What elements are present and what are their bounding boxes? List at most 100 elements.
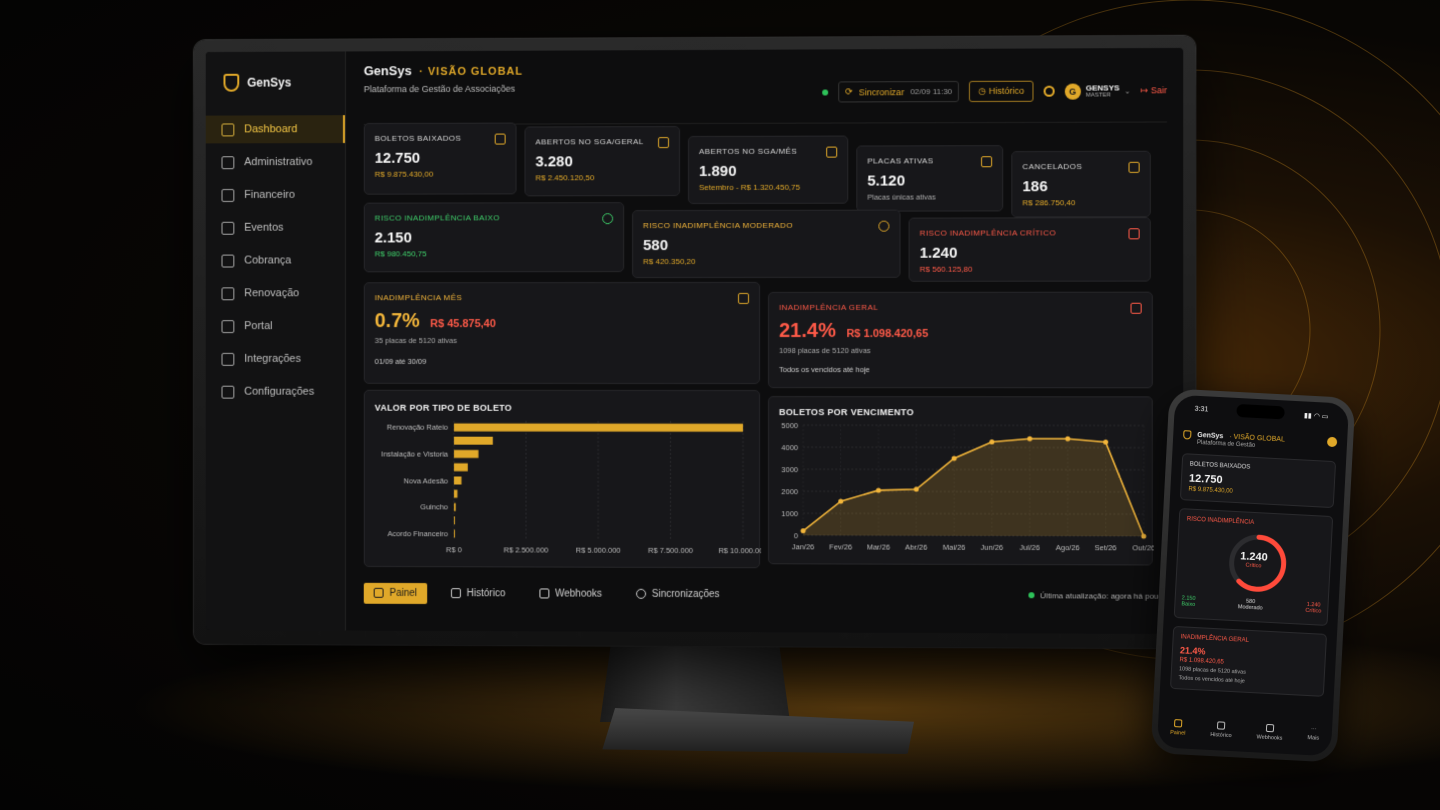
shield-logo-icon [223,74,239,92]
platform-subtitle: Plataforma de Gestão de Associações [364,84,523,95]
kpi-money: R$ 2.450.120,50 [535,173,669,182]
phone-tab-mais[interactable]: ··· Mais [1307,726,1319,744]
bar [454,530,455,538]
sidebar-item-cobranca[interactable]: Cobrança [206,246,345,274]
data-point [1065,436,1070,441]
sidebar-item-label: Renovação [244,287,299,299]
user-menu[interactable]: G GENSYS MASTER ⌄ [1064,83,1130,99]
kpi-card-cancelados[interactable]: Cancelados 186 R$ 286.750,40 [1011,151,1150,218]
kpi-label: Abertos no SGA/Mês [699,147,837,156]
data-point [952,456,957,461]
sidebar-item-administrativo[interactable]: Administrativo [206,148,345,176]
phone-tab-painel[interactable]: Painel [1170,719,1186,737]
logout-button[interactable]: ↦ Sair [1141,85,1167,96]
kpi-card-placas-ativas[interactable]: Placas ativas 5.120 Placas únicas ativas [856,145,1003,212]
legend-moderado: 580 Moderado [1238,598,1263,611]
risk-value: 2.150 [375,229,613,246]
avatar[interactable] [1327,437,1338,448]
calendar-icon [222,221,235,234]
x-tick-label: R$ 0 [446,545,462,554]
tab-painel[interactable]: Painel [364,582,427,603]
sidebar-item-financeiro[interactable]: Financeiro [206,181,345,209]
kpi-card-abertos-sga-mes[interactable]: Abertos no SGA/Mês 1.890 Setembro - R$ 1… [688,136,848,204]
briefcase-icon [222,156,235,169]
phone-tab-webhooks[interactable]: Webhooks [1256,723,1283,741]
tab-label: Webhooks [555,588,602,599]
sidebar-item-configuracoes[interactable]: Configurações [206,378,345,406]
avatar: G [1064,83,1080,99]
inad-geral-label: Inadimplência geral [779,303,1142,312]
calendar-icon [826,147,837,158]
line-chart-svg: 010002000300040005000Jan/26 Fev/26 Mar/26 A… [769,397,1154,566]
webhook-icon [1266,724,1274,732]
grid-icon [222,123,235,136]
topbar-actions: ⟳ Sincronizar 02/09 11:30 ◷ Histórico G … [822,80,1167,102]
chart-boletos-por-vencimento: BOLETOS POR VENCIMENTO 0 1000 2000 3000 4000… [768,396,1153,565]
bar [454,437,493,445]
kpi-label: Boletos baixados [375,134,506,143]
settings-gear-icon[interactable] [1043,86,1054,97]
phone-card-risco[interactable]: Risco inadimplência 1.240 Crítico 2.150 B… [1174,508,1334,626]
inad-mes-label: Inadimplência mês [375,293,749,302]
phone: 3:31 ▮▮ ◠ ▭ GenSys · VISÃO GLOBAL Plataf… [1151,388,1356,762]
bar-chart-svg: R$ 0 R$ 2.500.000 R$ 5.000.000 R$ 7.500.000… [365,391,761,569]
sidebar-item-eventos[interactable]: Eventos [206,214,345,242]
legend-label: Moderado [1238,604,1263,611]
inadimplencia-mes-card[interactable]: Inadimplência mês 0.7% R$ 45.875,40 35 p… [364,282,760,384]
chart-valor-por-tipo: VALOR POR TIPO DE BOLETO R$ 0 R$ 2.500.00… [364,390,760,568]
tab-webhooks[interactable]: Webhooks [529,583,612,604]
phone-card-inad-geral[interactable]: Inadimplência geral 21.4% R$ 1.098.420,6… [1170,626,1327,697]
data-point [914,487,919,492]
category-label: Renovação Rateio [387,423,448,432]
branch-icon [451,588,461,598]
phone-card-baixados[interactable]: Boletos baixados 12.750 R$ 9.875.430,00 [1180,453,1336,508]
risk-value: 580 [643,237,889,254]
risk-label: Risco inadimplência crítico [920,228,1140,237]
page-title: GenSys · VISÃO GLOBAL [364,63,523,79]
phone-notch [1236,404,1285,419]
clock-icon: ◷ [978,86,986,96]
clock-icon [658,137,669,148]
sync-label: Sincronizar [859,87,904,97]
sidebar-item-renovacao[interactable]: Renovação [206,279,345,307]
sidebar-item-integracoes[interactable]: Integrações [206,345,345,373]
inad-geral-note: 1098 placas de 5120 ativas [779,346,1142,355]
user-name: GENSYS [1086,83,1120,92]
phone-tab-historico[interactable]: Histórico [1210,721,1232,739]
x-tick-label: R$ 5.000.000 [576,546,621,555]
sidebar-item-portal[interactable]: Portal [206,312,345,340]
kpi-label: Abertos no SGA/Geral [535,137,669,146]
bar [454,516,455,524]
sidebar-item-dashboard[interactable]: Dashboard [206,115,345,143]
kpi-card-boletos-baixados[interactable]: Boletos baixados 12.750 R$ 9.875.430,00 [364,123,517,195]
x-tick-label: Jun/26 [981,543,1004,552]
data-point [801,528,806,533]
monitor-screen: GenSys Dashboard Administrativo Financei… [206,48,1183,634]
alert-circle-icon [878,221,889,232]
risk-money: R$ 420.350,20 [643,257,889,266]
warning-triangle-icon [738,293,749,304]
x-tick-label: R$ 2.500.000 [504,545,549,554]
risk-card-moderado[interactable]: Risco inadimplência moderado 580 R$ 420.… [632,210,900,278]
legend-label: Crítico [1305,608,1321,615]
tab-sincronizacoes[interactable]: Sincronizações [626,583,730,604]
x-tick-label: Out/26 [1132,543,1154,552]
sidebar-item-label: Portal [244,320,272,332]
phone-tabbar: Painel Histórico Webhooks ··· Mais [1158,718,1333,744]
risk-card-critico[interactable]: Risco inadimplência crítico 1.240 R$ 560… [909,217,1151,282]
sync-date: 02/09 11:30 [910,87,952,96]
kpi-card-abertos-sga-geral[interactable]: Abertos no SGA/Geral 3.280 R$ 2.450.120,… [525,126,681,196]
brand[interactable]: GenSys [206,73,345,115]
user-icon [981,156,992,167]
risk-label: Risco inadimplência moderado [643,221,889,230]
page-title-sub: · VISÃO GLOBAL [419,66,523,78]
inad-geral-period: Todos os vencidos até hoje [779,365,1142,374]
sync-button[interactable]: ⟳ Sincronizar 02/09 11:30 [838,81,959,103]
data-point [1141,534,1146,539]
x-tick-label: Fev/26 [829,542,852,551]
risk-card-baixo[interactable]: Risco inadimplência baixo 2.150 R$ 980.4… [364,202,624,272]
inadimplencia-geral-card[interactable]: Inadimplência geral 21.4% R$ 1.098.420,6… [768,292,1153,389]
history-button[interactable]: ◷ Histórico [969,81,1033,102]
sidebar-item-label: Dashboard [244,123,297,135]
tab-historico[interactable]: Histórico [441,583,515,604]
